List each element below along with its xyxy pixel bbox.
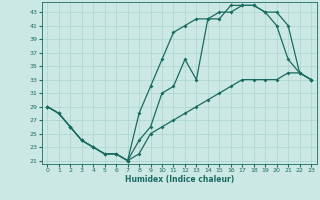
X-axis label: Humidex (Indice chaleur): Humidex (Indice chaleur) xyxy=(124,175,234,184)
